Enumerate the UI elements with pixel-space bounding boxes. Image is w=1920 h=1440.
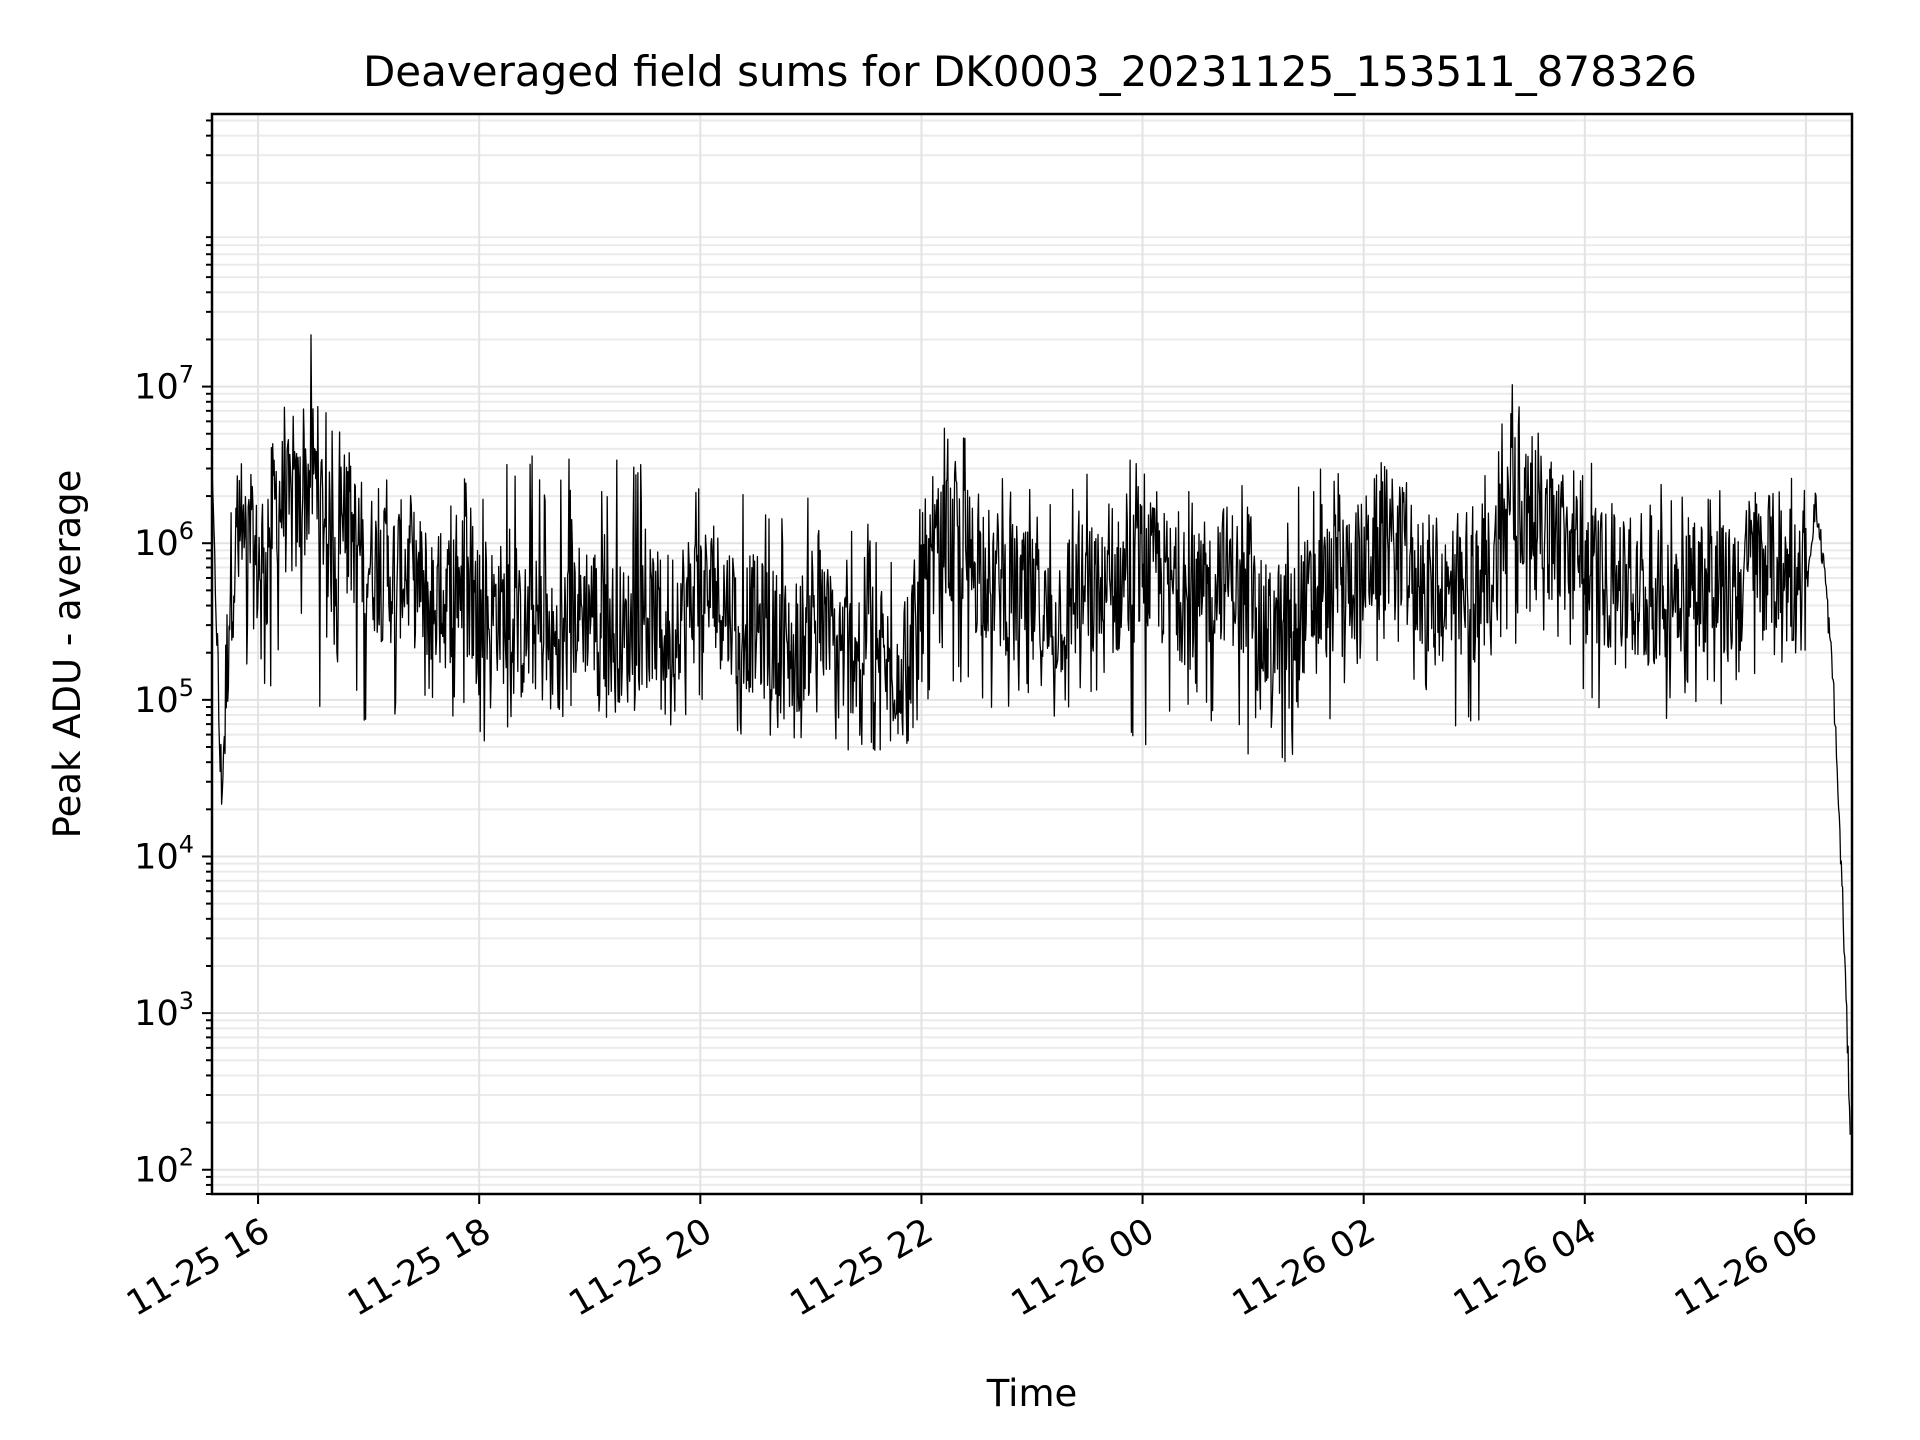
y-tick-label: 103 bbox=[134, 987, 194, 1034]
y-axis-label: Peak ADU - average bbox=[46, 470, 89, 839]
chart-title: Deaveraged field sums for DK0003_2023112… bbox=[363, 47, 1697, 96]
grid-layer bbox=[212, 114, 1852, 1195]
y-tick-label: 106 bbox=[134, 517, 194, 564]
y-tick-label: 102 bbox=[134, 1144, 194, 1191]
y-tick-label: 107 bbox=[134, 361, 194, 408]
plot-area-frame bbox=[210, 112, 1854, 1196]
y-axis: 102 103 104 105 106 107 bbox=[134, 119, 212, 1195]
data-series-line bbox=[211, 334, 1851, 1135]
x-axis-label: Time bbox=[986, 1372, 1078, 1415]
y-tick-label: 104 bbox=[134, 830, 194, 877]
data-layer bbox=[211, 334, 1851, 1135]
y-tick-label: 105 bbox=[134, 674, 194, 721]
